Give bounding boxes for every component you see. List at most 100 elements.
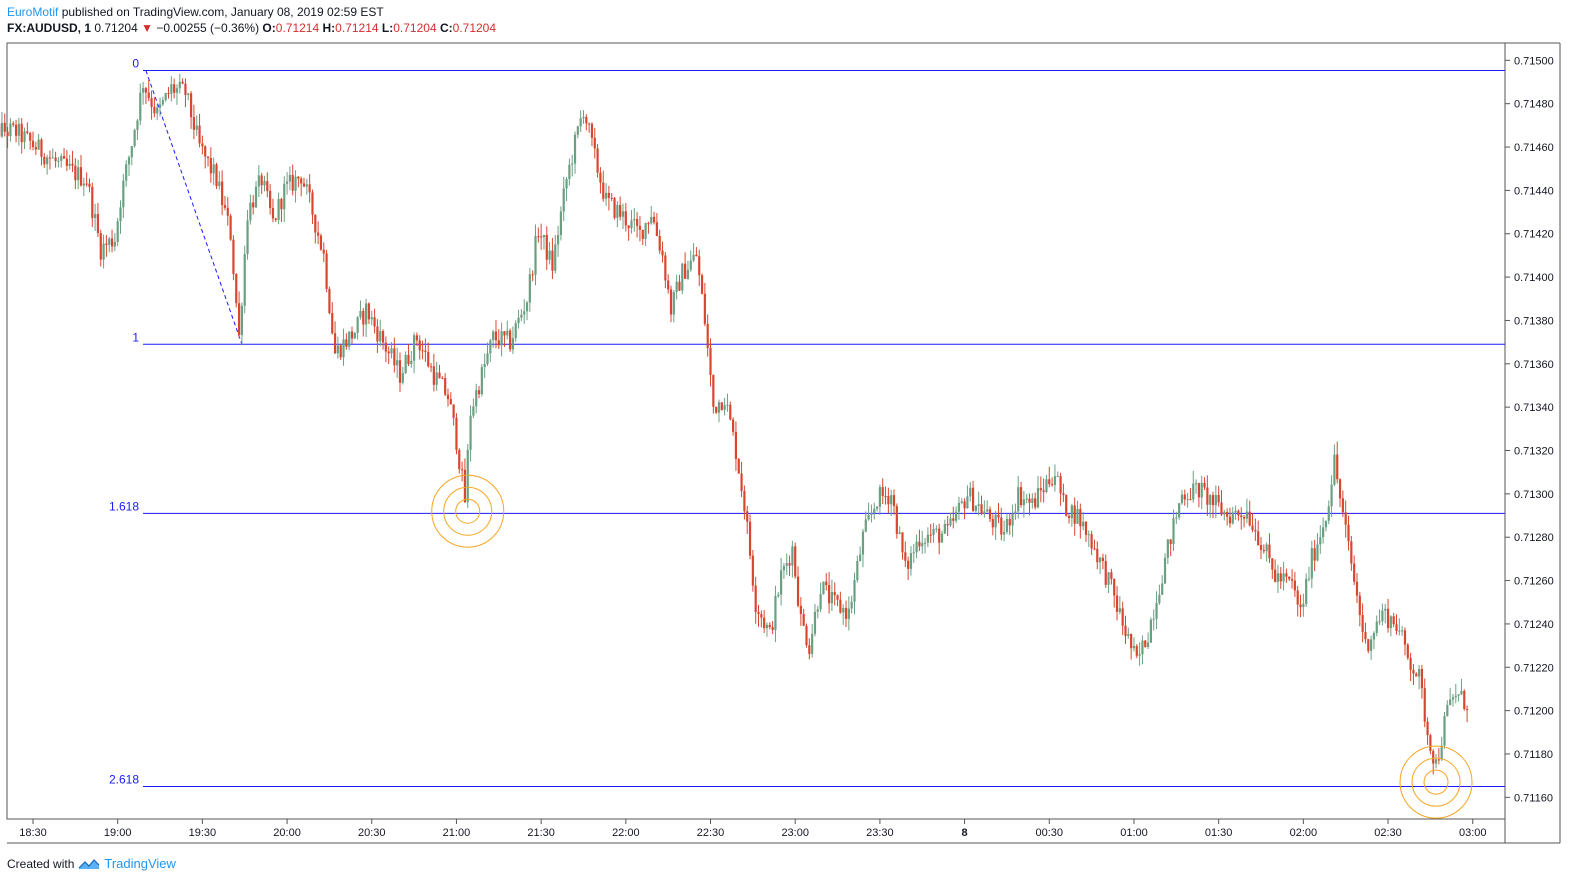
candle-body <box>915 541 918 553</box>
candle-body <box>986 509 989 512</box>
candle-body <box>308 184 311 193</box>
candle-body <box>511 338 515 350</box>
price-label-10: 0.71300 <box>1514 489 1554 501</box>
candle-body <box>1031 498 1034 503</box>
candle-body <box>604 192 608 199</box>
candle-body <box>576 126 579 135</box>
price-axis[interactable]: 0.71500 0.71480 0.71460 0.71440 0.71420 0.714… <box>1505 55 1554 804</box>
candle-body <box>661 250 664 256</box>
candle-body <box>805 625 808 646</box>
candle-body <box>1440 745 1443 760</box>
symbol-label[interactable]: FX:AUDUSD, 1 <box>7 21 92 35</box>
candle-body <box>1333 454 1336 485</box>
candle-body <box>836 595 839 600</box>
candle-body <box>283 183 286 210</box>
candle-body <box>856 560 859 581</box>
chart-frame <box>6 42 1561 844</box>
candle-body <box>458 449 461 470</box>
low-value: 0.71204 <box>393 21 437 35</box>
candle-body <box>1053 476 1057 485</box>
candle-body <box>1017 487 1020 512</box>
candle-body <box>209 157 212 174</box>
candle-body <box>1234 510 1237 513</box>
price-label-6: 0.71380 <box>1514 315 1554 327</box>
candle-body <box>1384 608 1387 611</box>
candle-body <box>1186 499 1189 501</box>
fib-extension[interactable]: 0 1 1.618 2.618 <box>109 57 1505 787</box>
candle-body <box>367 303 371 320</box>
candle-body <box>46 157 49 165</box>
candle-body <box>644 223 647 239</box>
tradingview-brand-link[interactable]: TradingView <box>104 856 176 871</box>
candle-body <box>1293 580 1296 591</box>
fib-trend-line[interactable] <box>145 70 243 345</box>
time-axis[interactable]: 18:30 19:00 19:30 20:00 20:30 21:00 21:30 22:00… <box>19 819 1486 839</box>
candle-body <box>1042 490 1045 492</box>
candle-body <box>435 372 438 385</box>
candle-body <box>870 512 873 515</box>
candle-body <box>1082 521 1085 527</box>
candle-body <box>102 243 105 260</box>
candle-body <box>1000 517 1003 535</box>
candle-body <box>280 198 283 210</box>
candle-body <box>1152 618 1155 620</box>
candle-body <box>229 215 232 240</box>
candle-body <box>565 179 568 189</box>
candle-body <box>952 518 955 521</box>
candle-body <box>1347 524 1350 542</box>
candle-body <box>1107 572 1110 585</box>
candle-body <box>616 205 619 218</box>
candle-body <box>410 360 413 364</box>
candle-body <box>969 487 972 497</box>
candle-body <box>29 133 32 141</box>
candle-body <box>1338 479 1342 499</box>
candle-body <box>1307 578 1311 580</box>
price-label-2: 0.71460 <box>1514 142 1554 154</box>
candle-body <box>895 506 898 534</box>
candle-body <box>850 601 853 609</box>
candle-body <box>1079 508 1082 527</box>
candle-body <box>254 186 258 208</box>
candle-body <box>1310 548 1313 579</box>
time-label-10: 23:30 <box>866 827 894 839</box>
candle-body <box>715 406 718 413</box>
candle-body <box>1254 530 1257 532</box>
author-link[interactable]: EuroMotif <box>7 5 59 19</box>
candle-body <box>1118 608 1121 612</box>
candle-body <box>486 353 489 364</box>
price-label-11: 0.71280 <box>1514 532 1554 544</box>
candle-body <box>853 580 856 602</box>
symbol-line: FX:AUDUSD, 1 0.71204 ▼ −0.00255 (−0.36%)… <box>7 20 496 36</box>
price-label-16: 0.71180 <box>1514 749 1553 761</box>
candle-body <box>830 592 834 604</box>
candle-body <box>333 333 337 354</box>
candle-body <box>336 345 339 354</box>
candle-body <box>1446 704 1449 717</box>
candle-body <box>590 123 594 138</box>
publish-line: EuroMotif published on TradingView.com, … <box>7 4 496 20</box>
candle-body <box>147 92 150 99</box>
candle-body <box>14 124 18 136</box>
candle-body <box>904 552 907 561</box>
candle-body <box>1370 639 1373 651</box>
candle-body <box>1135 646 1138 656</box>
candle-body <box>664 255 667 281</box>
candle-body <box>610 197 613 199</box>
candle-body <box>1330 484 1333 507</box>
candle-body <box>1166 539 1169 558</box>
candle-body <box>827 585 831 604</box>
price-label-1: 0.71480 <box>1514 99 1554 111</box>
candle-body <box>514 323 517 339</box>
candle-body <box>246 220 249 255</box>
candle-body <box>988 509 992 519</box>
candle-body <box>1443 716 1446 746</box>
candle-body <box>774 596 777 631</box>
candle-body <box>1296 590 1299 605</box>
candle-body <box>249 202 252 221</box>
candle-body <box>1096 548 1099 563</box>
candle-body <box>884 495 887 497</box>
candle-body <box>811 633 814 654</box>
candle-body <box>861 531 865 555</box>
candle-body <box>602 182 605 199</box>
